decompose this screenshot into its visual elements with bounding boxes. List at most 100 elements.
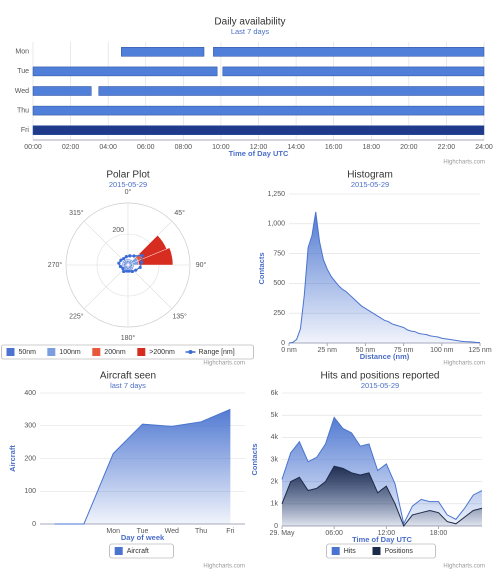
y-tick-label: 1,250 [267,191,285,198]
availability-bar [32,66,218,77]
y-tick-label: Wed [15,88,29,95]
x-tick-label: Tue [137,528,149,535]
availability-bar [32,105,485,116]
range-point [140,260,144,264]
angle-label: 135° [172,312,187,320]
chart-title: Daily availability [214,17,285,28]
y-tick-label: 0 [32,521,36,528]
legend-label: 200nm [104,349,126,356]
y-tick-label: 250 [273,310,285,317]
y-tick-label: 0 [281,340,285,347]
x-axis-title: Distance (nm) [360,352,410,361]
credits: Highcharts.com [203,361,245,367]
x-tick-label: Thu [195,528,207,535]
legend-label: 100nm [59,349,81,356]
legend-label: Aircraft [127,548,149,555]
x-tick-label: 08:00 [175,144,193,151]
range-point [138,265,142,270]
y-tick-label: 300 [24,423,36,430]
chart-subtitle: 2015-05-29 [361,381,399,390]
x-tick-label: 24:00 [475,144,493,151]
range-point [124,255,128,259]
legend-swatch [114,547,123,555]
credits: Highcharts.com [443,564,485,570]
x-tick-label: 125 nm [468,347,492,354]
y-tick-label: 400 [24,390,36,397]
range-point [121,266,125,271]
x-tick-label: Wed [165,528,179,535]
x-tick-label: Fri [226,528,235,535]
x-tick-label: 00:00 [24,144,42,151]
availability-bar [213,47,485,57]
y-axis-title: Contacts [250,443,259,475]
angle-label: 180° [121,334,136,342]
y-tick-label: 1k [271,501,279,508]
grid-spoke [127,264,173,310]
chart-title: Polar Plot [106,170,150,181]
credits: Highcharts.com [203,564,245,570]
y-tick-label: 2k [271,479,279,486]
x-tick-label: 75 nm [394,347,414,354]
x-tick-label: 04:00 [99,144,117,151]
legend-label: 50nm [19,349,37,356]
radial-tick-label: 200 [112,227,124,234]
availability-bar [32,125,485,135]
credits: Highcharts.com [443,160,485,166]
grid-spoke [83,220,129,266]
area-fill [54,409,231,524]
legend-swatch [137,348,146,356]
chart-title: Hits and positions reported [321,371,440,382]
x-axis-title: Time of Day UTC [352,535,412,544]
legend-label: Positions [385,548,414,555]
range-point [119,258,123,262]
legend-box [109,543,174,559]
x-tick-label: 16:00 [325,144,343,151]
y-tick-label: 5k [271,412,279,419]
x-tick-label: 29. May [270,530,295,537]
x-tick-label: 10:00 [212,144,230,151]
angle-label: 45° [174,209,185,217]
x-tick-label: 06:00 [325,530,343,537]
chart-subtitle: 2015-05-29 [109,180,147,189]
x-tick-label: 18:00 [362,144,380,151]
x-tick-label: 20:00 [400,144,418,151]
x-tick-label: 12:00 [378,530,396,537]
credits: Highcharts.com [443,361,485,367]
range-point [128,254,132,258]
range-point [130,269,134,274]
y-tick-label: 100 [24,488,36,495]
y-axis-title: Aircraft [8,445,17,472]
y-tick-label: 500 [273,280,285,287]
range-point [118,264,122,269]
legend-label: Hits [344,548,357,555]
availability-bar [98,86,485,96]
y-tick-label: 0 [274,523,278,530]
x-tick-label: 22:00 [438,144,456,151]
legend-box [1,344,254,360]
y-tick-label: 200 [24,455,36,462]
range-point [140,253,144,258]
chart-title: Histogram [347,170,393,181]
angle-label: 225° [69,312,84,320]
legend-label: >200nm [149,349,175,356]
availability-bar [32,86,92,96]
x-axis-title: Time of Day UTC [229,149,289,158]
area-fill [289,211,480,343]
angle-label: 0° [125,188,132,196]
range-point [117,261,121,265]
range-point [127,269,131,273]
y-tick-label: 6k [271,390,279,397]
range-point [134,268,138,272]
legend-swatch [92,348,101,356]
grid-spoke [83,264,129,310]
legend-swatch [331,547,340,555]
y-tick-label: 4k [271,434,279,441]
area-line [281,416,483,526]
chart-subtitle: last 7 days [110,381,146,390]
polar-column [125,258,129,261]
x-tick-label: 12:00 [250,144,268,151]
angle-label: 315° [69,209,84,217]
x-tick-label: 02:00 [62,144,80,151]
legend-swatch [372,547,381,555]
